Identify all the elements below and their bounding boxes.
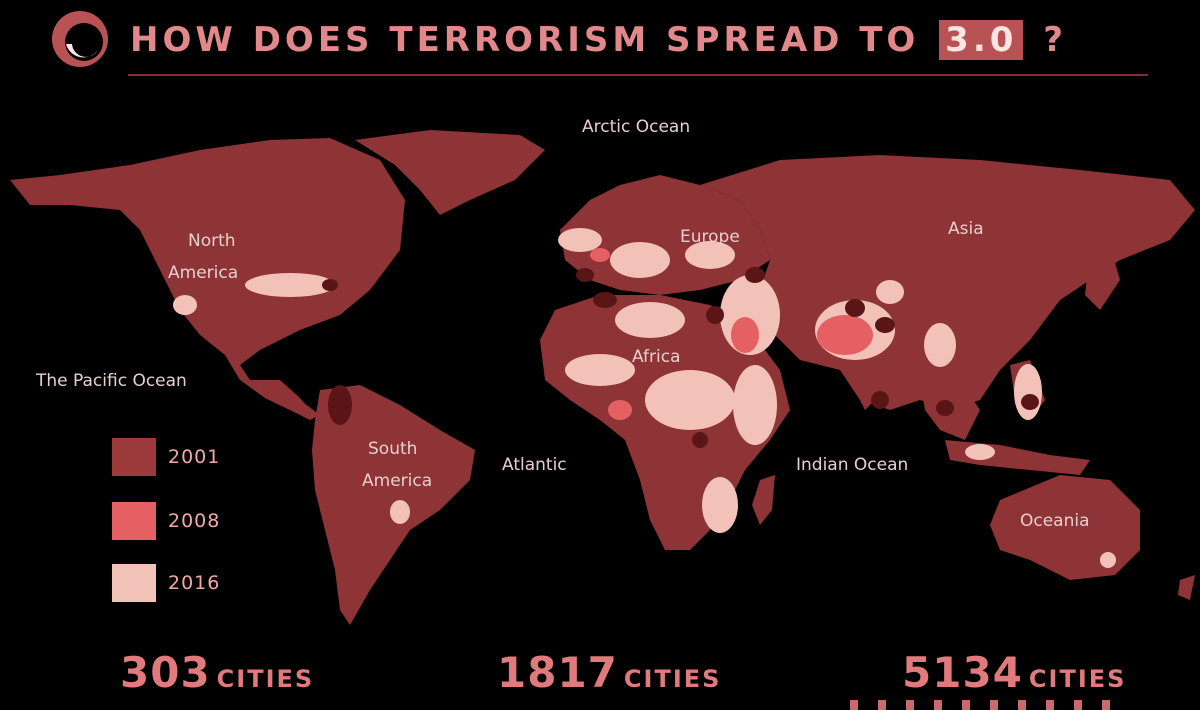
hotspot-2001-afghanistan	[845, 299, 865, 317]
hotspot-2001-spain	[576, 268, 594, 282]
decorative-bar	[850, 700, 858, 710]
title-divider	[128, 74, 1148, 76]
header: How does terrorism spread to 3.0 ?	[0, 0, 1200, 78]
hotspot-2001-thailand	[936, 400, 954, 416]
hotspot-us-east	[245, 273, 335, 297]
land-central-america	[250, 380, 320, 420]
decorative-bar	[1074, 700, 1082, 710]
page-title: How does terrorism spread to 3.0 ?	[130, 14, 1067, 66]
hotspot-2001-iraq	[745, 267, 765, 283]
hotspot-central-africa	[645, 370, 735, 430]
legend-label-2008: 2008	[168, 510, 221, 532]
world-map: Arctic Ocean North America Europe Asia T…	[10, 117, 1195, 625]
hotspot-2001-colombia	[328, 385, 352, 425]
hotspot-2001-philippines	[1021, 394, 1039, 410]
hotspot-australia-se	[1100, 552, 1116, 568]
hotspot-north-africa	[615, 302, 685, 338]
decorative-bar	[962, 700, 970, 710]
land-madagascar	[752, 475, 775, 525]
hotspot-bangladesh	[924, 323, 956, 367]
hotspot-2001-nyc	[322, 279, 338, 291]
stat-unit: Cities	[623, 665, 722, 693]
hotspot-west-africa	[565, 354, 635, 386]
stat-unit: Cities	[216, 665, 315, 693]
legend-item-2001: 2001	[112, 438, 272, 476]
land-australia	[990, 475, 1140, 580]
legend-swatch-2016	[112, 564, 156, 602]
label-asia: Asia	[948, 219, 984, 239]
hotspot-2001-algeria	[593, 292, 617, 308]
stat-value: 1817	[497, 648, 618, 697]
label-africa: Africa	[632, 347, 681, 367]
hotspot-europe-east	[685, 241, 735, 269]
stats-row: 303 Cities 1817 Cities 5134 Cities	[0, 648, 1200, 708]
label-europe: Europe	[680, 227, 740, 247]
hotspot-indonesia	[965, 444, 995, 460]
crescent-logo-icon	[52, 11, 108, 67]
decorative-bar	[1046, 700, 1054, 710]
land-north-america	[10, 138, 405, 410]
hotspot-2001-kashmir	[875, 317, 895, 333]
legend-label-2001: 2001	[168, 446, 221, 468]
hotspots-2008	[590, 248, 873, 420]
decorative-bar	[1102, 700, 1110, 710]
map-labels: Arctic Ocean North America Europe Asia T…	[35, 117, 1090, 531]
label-south-america-2: America	[362, 471, 432, 491]
stat-2001: 303 Cities	[120, 648, 314, 698]
label-north-america-1: North	[188, 231, 236, 251]
hotspot-us-west	[173, 295, 197, 315]
hotspot-2008-africa	[608, 400, 632, 420]
stat-2008: 1817 Cities	[497, 648, 721, 698]
title-prefix: How does terrorism spread to	[130, 20, 920, 60]
land-new-zealand	[1178, 575, 1195, 600]
hotspot-2008-mideast	[731, 317, 759, 353]
label-north-america-2: America	[168, 263, 238, 283]
title-highlight: 3.0	[939, 20, 1024, 60]
legend-swatch-2008	[112, 502, 156, 540]
label-indian-ocean: Indian Ocean	[796, 455, 908, 475]
hotspot-europe-central	[610, 242, 670, 278]
label-oceania: Oceania	[1020, 511, 1090, 531]
legend-item-2016: 2016	[112, 564, 272, 602]
decorative-bar	[878, 700, 886, 710]
label-atlantic: Atlantic	[502, 455, 567, 475]
label-arctic-ocean: Arctic Ocean	[582, 117, 690, 137]
legend-item-2008: 2008	[112, 502, 272, 540]
decorative-bar	[1018, 700, 1026, 710]
title-suffix: ?	[1043, 20, 1067, 60]
hotspot-2001-sri-lanka	[871, 391, 889, 409]
stat-2016: 5134 Cities	[902, 648, 1126, 698]
decorative-bar	[906, 700, 914, 710]
label-pacific-ocean: The Pacific Ocean	[35, 371, 187, 391]
stat-unit: Cities	[1028, 665, 1127, 693]
stat-value: 303	[120, 648, 211, 697]
decorative-bar	[934, 700, 942, 710]
hotspot-central-asia	[876, 280, 904, 304]
hotspot-philippines	[1014, 364, 1042, 420]
hotspot-east-africa	[733, 365, 777, 445]
decorative-bar-strip	[850, 700, 1150, 710]
legend-swatch-2001	[112, 438, 156, 476]
hotspots-2016	[173, 228, 1116, 568]
legend-label-2016: 2016	[168, 572, 221, 594]
hotspot-south-africa	[702, 477, 738, 533]
legend: 2001 2008 2016	[112, 438, 272, 608]
hotspot-2008-europe	[590, 248, 610, 262]
land-japan	[1085, 245, 1120, 310]
hotspot-2001-uganda	[692, 432, 708, 448]
label-south-america-1: South	[368, 439, 417, 459]
hotspots-2001	[322, 267, 1039, 448]
land-indonesia	[945, 440, 1090, 475]
hotspot-europe-west	[558, 228, 602, 252]
decorative-bar	[990, 700, 998, 710]
hotspot-brazil	[390, 500, 410, 524]
hotspot-2008-india	[817, 315, 873, 355]
land-greenland	[355, 130, 545, 215]
stat-value: 5134	[902, 648, 1023, 697]
hotspot-2001-egypt	[706, 306, 724, 324]
